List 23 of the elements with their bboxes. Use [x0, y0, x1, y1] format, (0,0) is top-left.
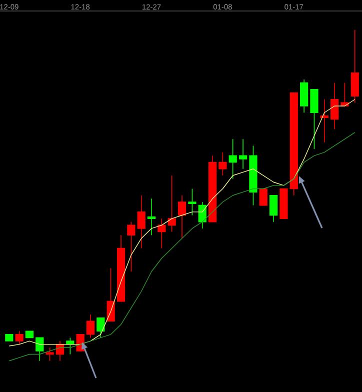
- candlestick: [96, 317, 105, 338]
- candlestick: [320, 98, 328, 143]
- candlestick: [106, 268, 115, 322]
- candlestick: [188, 188, 196, 216]
- candlestick: [127, 221, 136, 272]
- candlestick: [137, 194, 146, 249]
- candlestick: [86, 314, 95, 338]
- candlestick: [350, 29, 359, 104]
- candlestick: [228, 138, 237, 180]
- candlestick: [330, 82, 339, 130]
- candlestick: [178, 194, 186, 239]
- candlestick: [310, 89, 318, 150]
- candlestick: [218, 152, 227, 176]
- candlestick: [198, 202, 206, 229]
- candlestick: [238, 138, 248, 170]
- candlestick: [15, 330, 24, 345]
- candlestick: [36, 337, 44, 362]
- candlestick: [259, 188, 268, 206]
- candlestick: [168, 175, 176, 232]
- candlestick: [46, 347, 54, 362]
- candlestick: [300, 79, 308, 114]
- candlestick: [147, 198, 156, 236]
- candlestick: [269, 194, 278, 222]
